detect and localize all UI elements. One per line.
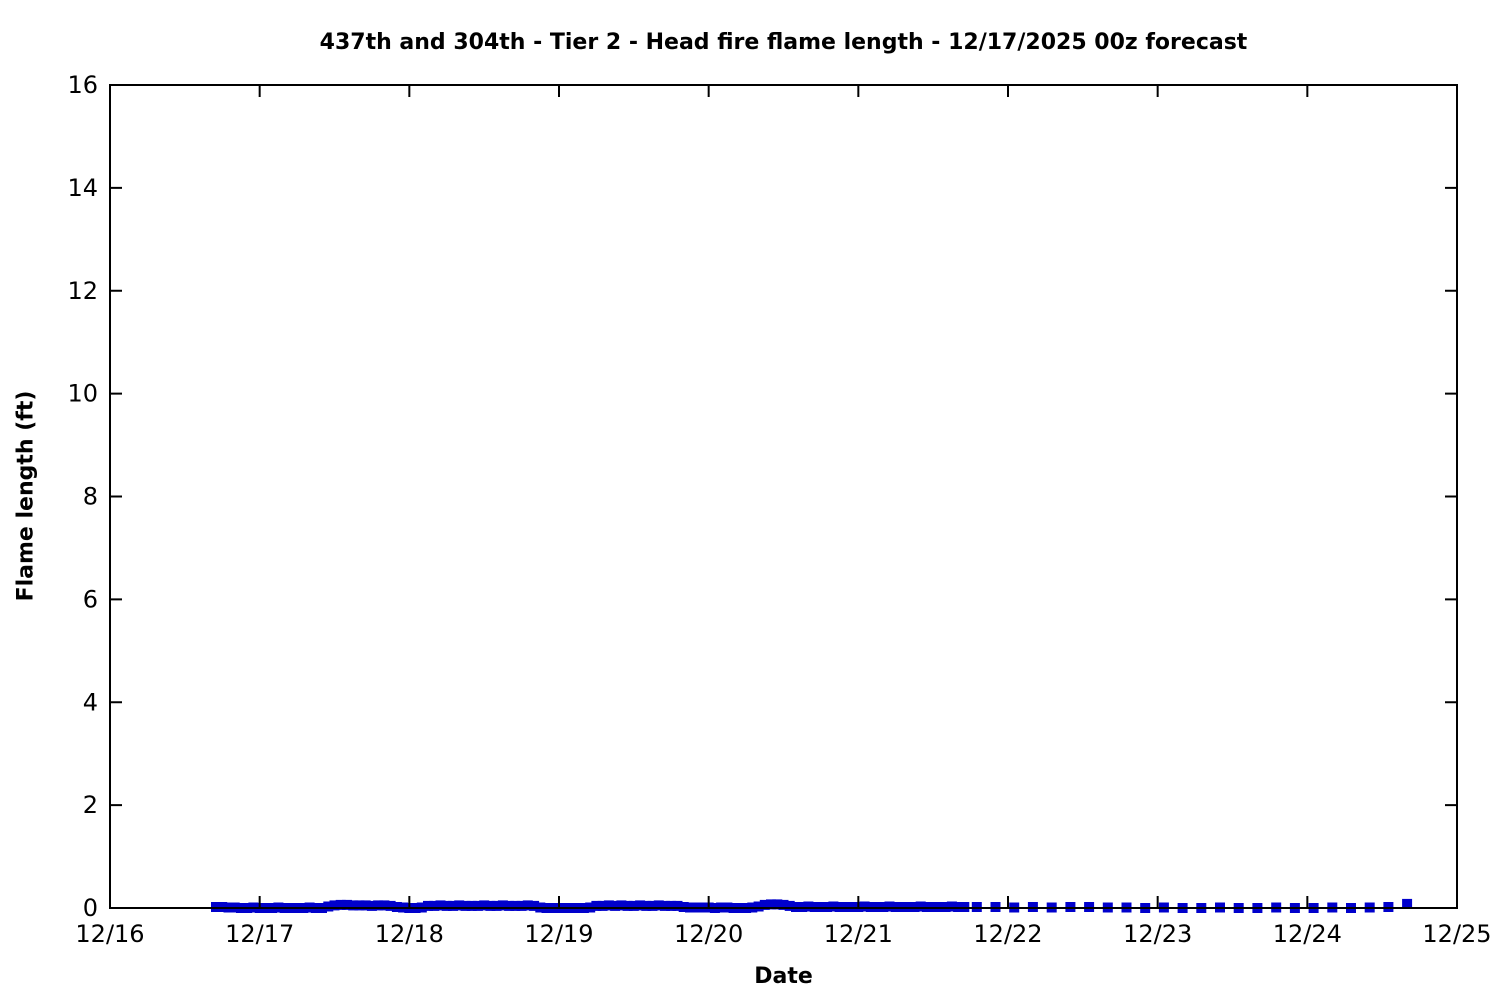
data-point-marker	[828, 901, 839, 912]
data-point-marker	[772, 899, 783, 910]
x-tick-label: 12/21	[824, 920, 893, 948]
data-point-marker	[466, 900, 477, 911]
data-point-marker	[859, 901, 870, 912]
data-point-marker	[597, 900, 608, 911]
data-point-marker	[522, 900, 533, 911]
data-point-marker	[342, 899, 352, 910]
data-point-marker	[647, 900, 658, 911]
data-point-marker	[429, 900, 440, 911]
y-ticks	[110, 84, 1457, 909]
data-point-marker	[504, 900, 515, 911]
data-point-marker	[784, 900, 795, 911]
data-point-marker	[472, 900, 483, 911]
y-tick-label: 8	[83, 483, 98, 511]
data-point-marker	[1402, 898, 1413, 909]
y-axis-label: Flame length (ft)	[13, 390, 39, 602]
data-point-marker	[497, 900, 508, 911]
data-point-marker	[366, 900, 377, 911]
data-point-marker	[641, 900, 652, 911]
data-point-marker	[329, 900, 340, 911]
data-point-marker	[628, 900, 639, 911]
data-point-marker	[653, 900, 664, 911]
data-point-marker	[660, 900, 670, 911]
data-point-marker	[454, 900, 465, 911]
data-point-marker	[385, 900, 396, 911]
x-ticks	[109, 85, 1458, 908]
data-point-marker	[448, 900, 458, 911]
data-point-marker	[460, 900, 471, 911]
data-point-marker	[946, 901, 957, 912]
data-point-marker	[441, 900, 452, 911]
series-forecast-3hourly	[971, 898, 1413, 913]
y-tick-label: 12	[67, 277, 98, 305]
data-point-marker	[915, 901, 926, 912]
x-tick-label: 12/24	[1273, 920, 1342, 948]
data-point-marker	[778, 899, 789, 910]
plot-border	[109, 84, 1458, 909]
series-analysis-hourly	[211, 899, 970, 913]
data-point-marker	[635, 900, 646, 911]
x-tick-label: 12/16	[75, 920, 144, 948]
data-point-marker	[354, 900, 365, 911]
data-point-marker	[603, 900, 614, 911]
data-point-marker	[672, 900, 683, 911]
data-point-marker	[591, 900, 602, 911]
data-point-marker	[803, 901, 814, 912]
data-point-marker	[348, 900, 359, 911]
data-point-marker	[323, 901, 334, 912]
data-point-marker	[622, 900, 633, 911]
x-tick-label: 12/20	[674, 920, 743, 948]
data-point-marker	[379, 900, 390, 911]
data-point-marker	[766, 899, 776, 910]
data-point-marker	[335, 899, 346, 910]
data-point-marker	[759, 899, 770, 910]
data-point-marker	[491, 900, 502, 911]
x-tick-label: 12/25	[1422, 920, 1491, 948]
y-tick-label: 6	[83, 585, 98, 613]
x-tick-label: 12/22	[973, 920, 1042, 948]
data-point-marker	[479, 900, 490, 911]
y-tick-labels: 0 2 4 6 8 10 12 14 16	[67, 71, 98, 922]
data-point-marker	[666, 900, 677, 911]
data-point-marker	[753, 901, 764, 912]
x-tick-labels: 12/16 12/17 12/18 12/19 12/20 12/21 12/22 12/23…	[75, 920, 1491, 948]
x-tick-label: 12/23	[1123, 920, 1192, 948]
data-point-marker	[510, 900, 521, 911]
data-point-marker	[610, 900, 621, 911]
y-tick-label: 4	[83, 688, 98, 716]
data-point-marker	[360, 900, 371, 911]
data-point-marker	[616, 900, 627, 911]
data-point-marker	[529, 900, 540, 911]
data-point-marker	[373, 900, 384, 911]
y-tick-label: 0	[83, 894, 98, 922]
data-point-marker	[884, 901, 895, 912]
data-point-marker	[423, 900, 433, 911]
y-tick-label: 2	[83, 791, 98, 819]
y-tick-label: 10	[67, 380, 98, 408]
y-tick-label: 14	[67, 174, 98, 202]
x-tick-label: 12/17	[225, 920, 294, 948]
data-point-marker	[516, 900, 527, 911]
y-tick-label: 16	[67, 71, 98, 99]
x-tick-label: 12/19	[524, 920, 593, 948]
data-point-marker	[485, 900, 496, 911]
data-point-marker	[435, 900, 446, 911]
chart-title: 437th and 304th - Tier 2 - Head fire fla…	[319, 30, 1248, 55]
x-tick-label: 12/18	[375, 920, 444, 948]
x-axis-label: Date	[754, 964, 813, 989]
